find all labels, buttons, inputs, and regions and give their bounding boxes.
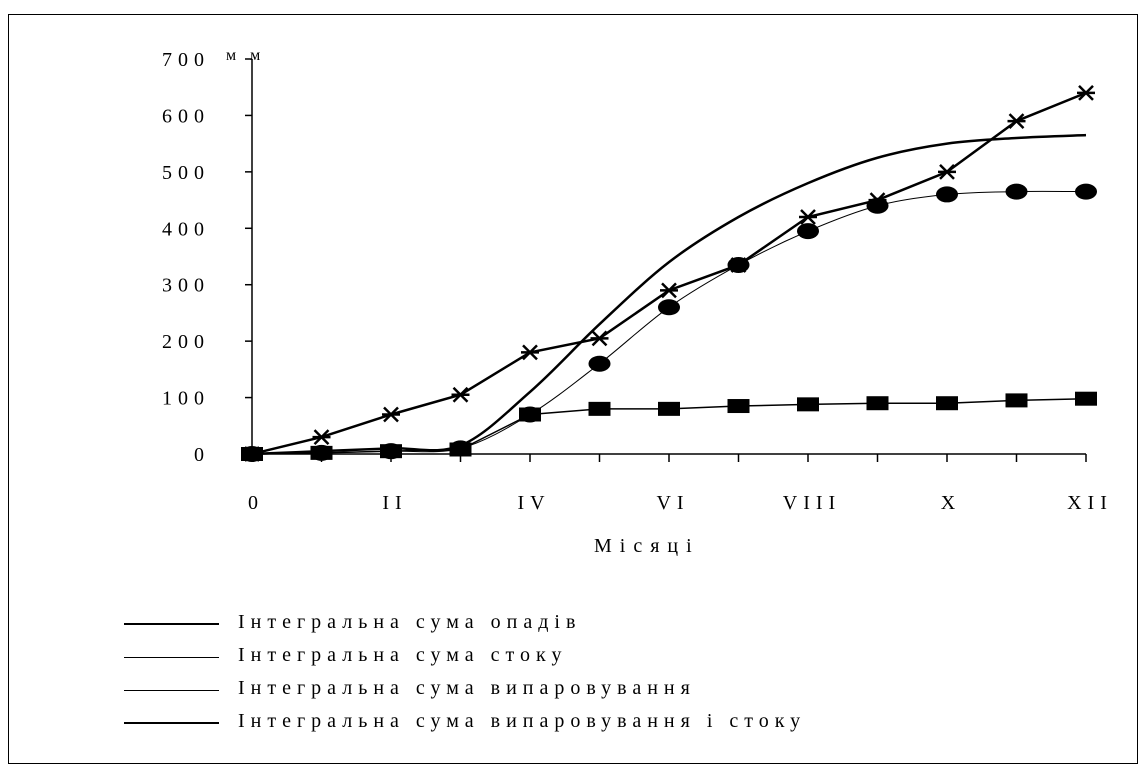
asterisk-point [1007,113,1026,129]
circle-point [519,406,541,423]
legend-line-evaporation-runoff [124,722,219,724]
series-lines [251,91,1087,456]
circle-point [310,444,333,461]
legend-label-evaporation-runoff: Інтегральна сума випаровування і стоку [238,710,807,732]
asterisk-point [590,330,609,347]
y-tick-label: 700 [162,49,210,71]
y-axis-unit-label: мм [226,47,274,64]
square-point [1005,393,1028,408]
legend-item-runoff: Інтегральна сума стоку [124,644,1124,677]
chart-canvas: 0 100 200 300 400 500 600 700 0 II IV VI VIII X XII мм… [162,47,1113,557]
x-tick-label: IV [517,492,550,514]
asterisk-point [938,163,956,180]
x-axis-title: Місяці [594,535,700,557]
axes: 0 100 200 300 400 500 600 700 0 II IV VI VIII X XII [162,49,1113,514]
legend-label-evaporation: Інтегральна сума випаровування [238,677,696,699]
square-point [1075,391,1097,406]
y-tick-label: 400 [162,218,210,240]
series-markers [241,84,1097,462]
y-tick-label: 300 [162,275,210,297]
legend-item-evaporation-runoff: Інтегральна сума випаровування і стоку [124,710,1124,743]
square-point [588,401,611,416]
circle-point [936,186,958,203]
asterisk-point [312,429,331,445]
circle-point [449,440,472,457]
y-tick-label: 0 [194,444,210,466]
asterisk-point [799,209,817,225]
square-point [727,399,750,414]
asterisk-point [451,386,470,403]
asterisk-point [382,406,400,423]
y-tick-label: 600 [162,105,210,127]
x-tick-label: X [941,492,961,514]
square-point [936,396,958,411]
circle-point [380,443,402,460]
x-tick-label: II [382,492,407,514]
legend: Інтегральна сума опадів Інтегральна сума… [124,611,1124,743]
asterisk-point [521,344,539,361]
circle-point [658,299,680,316]
square-point [658,401,680,416]
circle-point [727,256,750,273]
legend-item-precipitation: Інтегральна сума опадів [124,611,1124,644]
circle-point [797,223,819,240]
circle-point [866,197,889,214]
chart-frame: 0 100 200 300 400 500 600 700 0 II IV VI VIII X XII мм… [8,14,1138,764]
legend-label-runoff: Інтегральна сума стоку [238,644,568,666]
square-point [866,396,889,411]
circle-point [588,355,611,372]
asterisk-point [1077,84,1095,101]
circle-point [241,446,263,462]
legend-item-evaporation: Інтегральна сума випаровування [124,677,1124,710]
circle-point [1075,183,1097,200]
x-tick-label: 0 [248,492,264,514]
circle-point [1005,183,1028,200]
x-tick-label: VIII [783,492,841,514]
y-tick-label: 500 [162,162,210,184]
series-line-precipitation [251,91,1087,456]
asterisk-point [660,282,678,299]
x-tick-label: XII [1067,492,1113,514]
square-point [797,397,819,412]
y-tick-label: 100 [162,388,210,410]
legend-label-precipitation: Інтегральна сума опадів [238,611,582,633]
x-tick-label: VI [656,492,689,514]
y-tick-label: 200 [162,331,210,353]
